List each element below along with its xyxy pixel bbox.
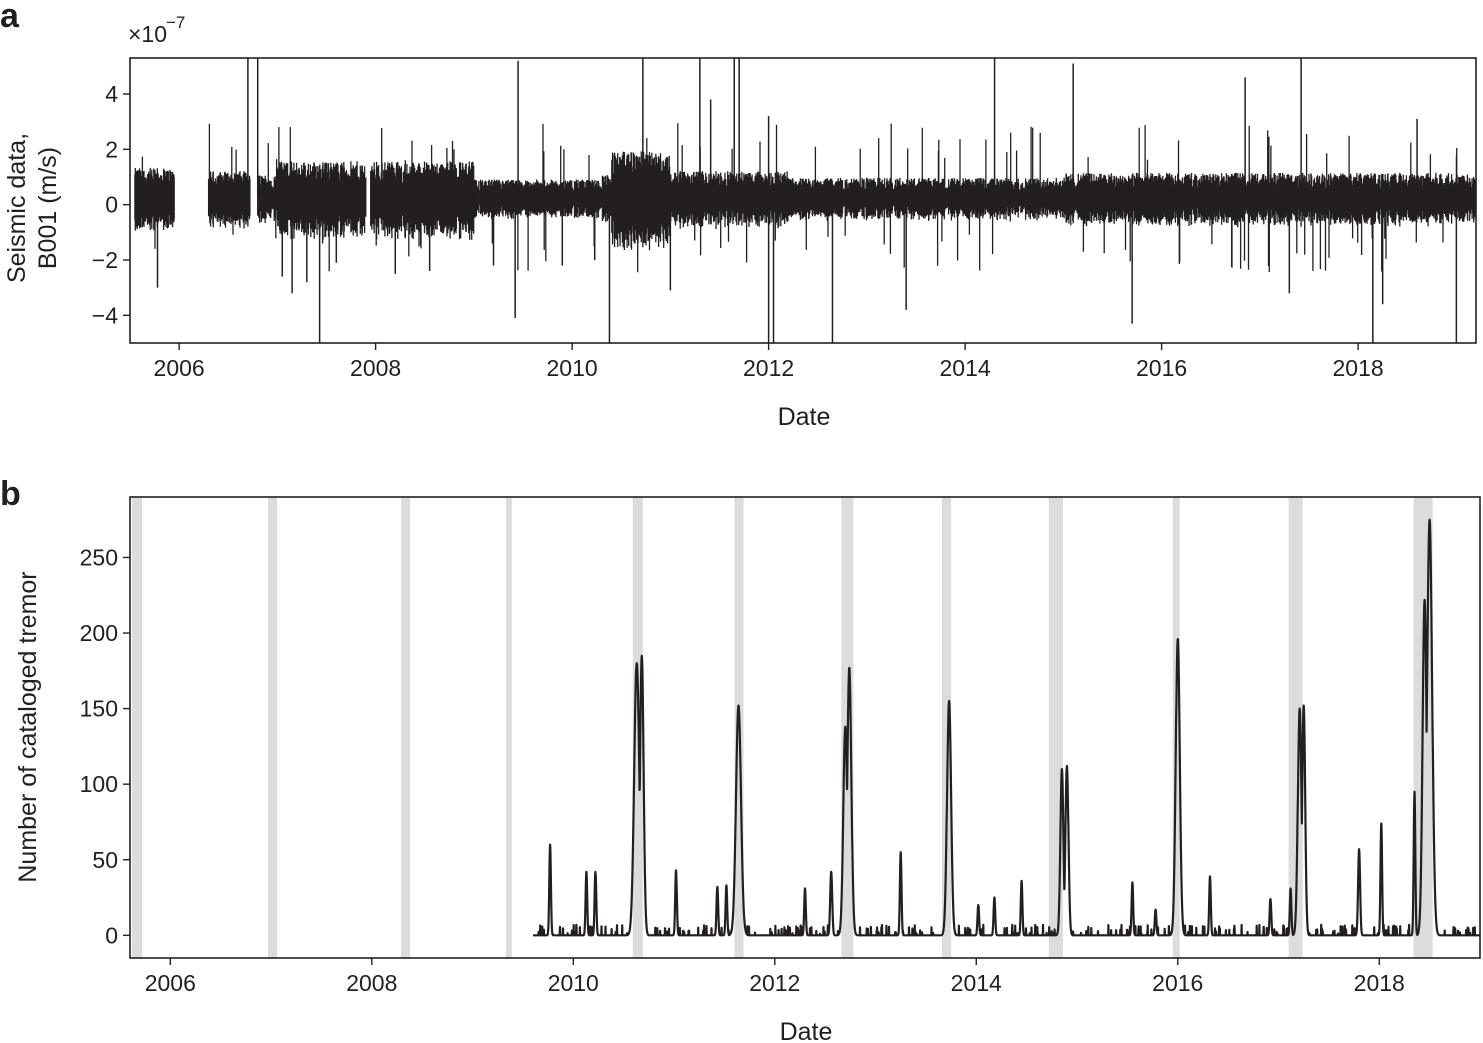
panel-b-x-tick-label: 2006 [145, 970, 196, 996]
panel-a-scale-multiplier: ×10 [128, 21, 167, 47]
panel-b-y-tick-label: 150 [80, 696, 118, 722]
panel-b-x-axis: 2006 2008 2010 2012 2014 2016 2018 [145, 958, 1405, 996]
panel-b-x-tick-label: 2018 [1354, 970, 1405, 996]
shaded-interval [401, 497, 411, 958]
panel-b-y-axis-label: Number of cataloged tremor [14, 571, 42, 882]
panel-a-y-axis: −4 −2 0 2 4 [92, 81, 130, 328]
panel-a-x-tick-label: 2008 [350, 355, 401, 381]
shaded-interval [942, 497, 952, 958]
panel-a-y-axis-label-line2: B001 (m/s) [34, 147, 62, 269]
panel-a-axes-frame [129, 57, 1477, 344]
panel-a-x-tick-label: 2014 [940, 355, 991, 381]
panel-b-plot-area [532, 518, 1480, 937]
panel-b-y-tick-label: 50 [92, 847, 118, 873]
panel-b-y-tick-label: 100 [80, 771, 118, 797]
shaded-interval [505, 497, 512, 958]
seismic-trace-segment [257, 127, 367, 272]
panel-a-x-axis: 2006 2008 2010 2012 2014 2016 2018 [154, 343, 1384, 381]
panel-a-y-tick-label: −2 [92, 247, 118, 273]
panel-b-y-axis: 0 50 100 150 200 250 [80, 544, 130, 948]
panel-a-x-tick-label: 2006 [154, 355, 205, 381]
panel-b-shaded-intervals [132, 497, 1433, 958]
panel-b-axes-frame [129, 496, 1481, 959]
panel-b-x-tick-label: 2010 [548, 970, 599, 996]
panel-a-y-tick-label: 0 [105, 192, 118, 218]
panel-a-seismic-chart: a ×10 −7 2006 2008 2010 2012 2014 2016 2018 −4… [0, 0, 1477, 431]
seismic-trace-segment [207, 123, 251, 235]
panel-b-x-tick-label: 2012 [749, 970, 800, 996]
panel-a-x-axis-label: Date [778, 403, 831, 431]
panel-b-tremor-chart: b 2006 2008 2010 2012 2014 2016 2018 0 50 100 150… [0, 475, 1481, 1043]
panel-a-x-tick-label: 2018 [1333, 355, 1384, 381]
shaded-interval [1288, 497, 1303, 958]
shaded-interval [268, 497, 278, 958]
panel-a-y-tick-label: 2 [105, 136, 118, 162]
shaded-interval [132, 497, 143, 958]
panel-a-scale-exponent: −7 [166, 13, 185, 32]
panel-b-y-tick-label: 0 [105, 922, 118, 948]
panel-b-series [532, 518, 1480, 937]
seismic-trace-segment [479, 123, 1476, 273]
panel-a-y-axis-label-line1: Seismic data, [3, 133, 31, 283]
panel-b-label: b [0, 475, 21, 513]
panel-a-plot-area [134, 58, 1476, 343]
panel-b-y-tick-label: 250 [80, 544, 118, 570]
panel-a-x-tick-label: 2010 [547, 355, 598, 381]
panel-a-x-tick-label: 2016 [1136, 355, 1187, 381]
shaded-interval [1048, 497, 1063, 958]
panel-b-y-tick-label: 200 [80, 620, 118, 646]
panel-a-y-tick-label: 4 [105, 81, 118, 107]
panel-a-x-tick-label: 2012 [743, 355, 794, 381]
panel-b-x-tick-label: 2016 [1152, 970, 1203, 996]
panel-b-x-tick-label: 2014 [951, 970, 1002, 996]
panel-a-series [134, 58, 1476, 343]
panel-b-x-axis-label: Date [780, 1018, 833, 1043]
panel-a-label: a [0, 0, 20, 35]
tremor-count-line [532, 518, 1480, 937]
seismic-trace-segment [370, 128, 480, 257]
seismic-trace-segment [134, 156, 175, 249]
panel-a-y-tick-label: −4 [92, 302, 118, 328]
panel-b-x-tick-label: 2008 [346, 970, 397, 996]
